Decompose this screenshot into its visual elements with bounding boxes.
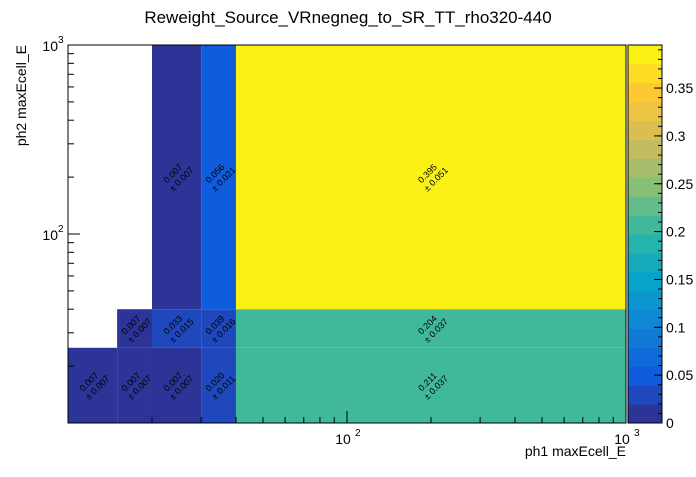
heatmap-cell (201, 309, 236, 348)
colorbar-step (628, 158, 662, 178)
heatmap-cell (117, 347, 152, 423)
colorbar-tick-label: 0.05 (666, 367, 693, 383)
x-tick-exponent: 3 (634, 428, 640, 439)
colorbar-tick-label: 0.1 (666, 319, 686, 335)
heatmap-cell (235, 45, 626, 310)
heatmap-cell (201, 45, 236, 310)
colorbar-step (628, 82, 662, 103)
colorbar-step (628, 45, 662, 65)
colorbar-step (628, 234, 662, 254)
x-axis-title: ph1 maxEcell_E (525, 443, 626, 459)
x-tick-label: 10 (614, 431, 630, 447)
x-tick-exponent: 2 (355, 428, 361, 439)
y-tick-label: 10 (42, 38, 58, 54)
heatmap-cell (151, 347, 202, 423)
colorbar-step (628, 120, 662, 140)
colorbar-step (628, 139, 662, 159)
colorbar-step (628, 271, 662, 292)
colorbar-step (628, 290, 662, 311)
chart-title: Reweight_Source_VRnegneg_to_SR_TT_rho320… (144, 8, 551, 27)
colorbar-tick-label: 0.35 (666, 80, 693, 96)
heatmap-cell (151, 45, 202, 310)
heatmap-cell (68, 347, 118, 423)
colorbar-tick-label: 0.3 (666, 128, 686, 144)
y-tick-exponent: 2 (58, 224, 64, 235)
colorbar-step (628, 252, 662, 273)
colorbar-step (628, 63, 662, 84)
colorbar-tick-label: 0.15 (666, 271, 693, 287)
colorbar-step (628, 404, 662, 424)
colorbar-step (628, 196, 662, 216)
colorbar-step (628, 366, 662, 386)
colorbar-frame (627, 44, 663, 424)
colorbar-step (628, 101, 662, 122)
heatmap-cell (117, 309, 152, 348)
colorbar-step (628, 328, 662, 348)
colorbar-step (628, 215, 662, 235)
heatmap-cell (235, 347, 626, 423)
colorbar-step (628, 177, 662, 197)
colorbar-tick-label: 0.25 (666, 176, 693, 192)
y-tick-label: 10 (42, 227, 58, 243)
colorbar-tick-label: 0 (666, 415, 674, 431)
colorbar-step (628, 309, 662, 329)
colorbar-tick-label: 0.2 (666, 224, 686, 240)
heatmap-cell (201, 347, 236, 423)
heatmap-cell (235, 309, 626, 348)
colorbar-step (628, 347, 662, 367)
y-axis-title: ph2 maxEcell_E (13, 45, 29, 146)
colorbar-step (628, 385, 662, 405)
y-tick-exponent: 3 (58, 35, 64, 46)
heatmap-cell (151, 309, 202, 348)
x-tick-label: 10 (335, 431, 351, 447)
